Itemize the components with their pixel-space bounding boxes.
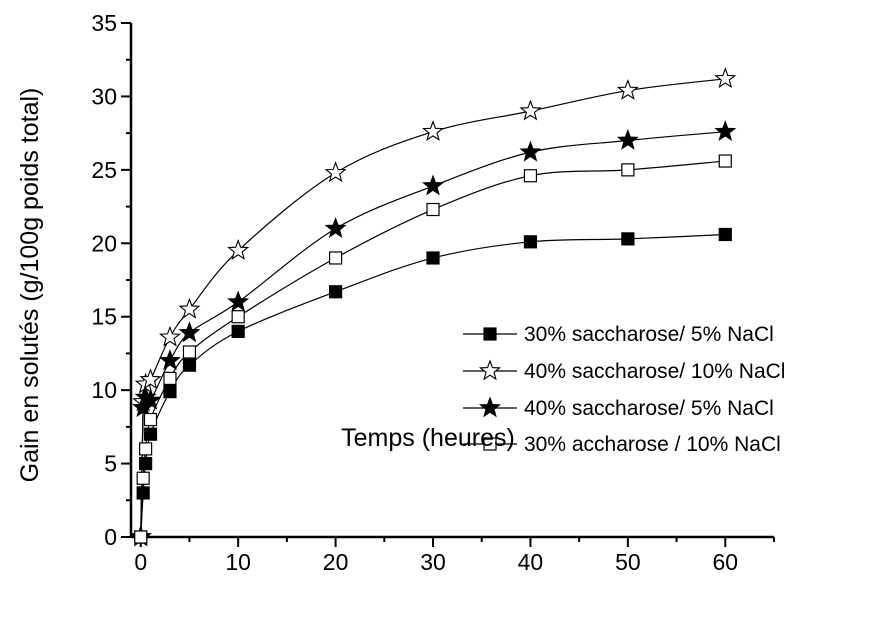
legend-marker bbox=[478, 359, 502, 381]
data-point bbox=[426, 202, 440, 217]
data-point bbox=[426, 251, 440, 265]
x-tick-label: 40 bbox=[518, 549, 544, 575]
data-point bbox=[136, 471, 150, 485]
data-point bbox=[328, 251, 343, 265]
data-point bbox=[158, 349, 181, 371]
data-point bbox=[163, 371, 177, 385]
legend-item: 40% saccharose/ 10% NaCl bbox=[463, 359, 785, 383]
data-point bbox=[178, 297, 201, 319]
data-point bbox=[519, 99, 542, 121]
x-tick-label: 30 bbox=[420, 549, 446, 575]
y-tick-label: 25 bbox=[91, 157, 117, 183]
data-point bbox=[324, 161, 347, 183]
legend-marker bbox=[483, 327, 497, 341]
data-point bbox=[231, 324, 245, 338]
legend-label: 30% saccharose/ 5% NaCl bbox=[524, 323, 774, 346]
data-point bbox=[718, 227, 732, 242]
x-tick-label: 10 bbox=[225, 549, 251, 575]
data-point bbox=[143, 412, 158, 427]
data-point bbox=[182, 345, 197, 359]
data-point bbox=[139, 388, 162, 410]
data-point bbox=[231, 310, 245, 324]
data-point bbox=[227, 290, 250, 312]
data-point bbox=[523, 169, 538, 183]
data-point bbox=[134, 530, 148, 544]
series-2 bbox=[129, 67, 737, 547]
y-axis-title: Gain en solutés (g/100g poids total) bbox=[16, 88, 44, 483]
legend-label: 40% saccharose/ 10% NaCl bbox=[524, 360, 785, 383]
data-point bbox=[714, 67, 737, 89]
legend-item: 30% saccharose/ 5% NaCl bbox=[463, 323, 774, 346]
y-tick-label: 0 bbox=[104, 524, 117, 550]
x-tick-label: 60 bbox=[712, 549, 738, 575]
y-tick-label: 5 bbox=[104, 451, 117, 477]
data-point bbox=[139, 368, 162, 390]
series-line bbox=[140, 78, 726, 538]
legend: 30% saccharose/ 5% NaCl 40% saccharose/ 1… bbox=[463, 323, 785, 456]
data-point bbox=[227, 239, 250, 260]
data-point bbox=[158, 325, 181, 347]
series-1 bbox=[134, 227, 732, 544]
axes: 0 5 10 15 20 25 30 35 0 10 20 30 40 50 60 bbox=[91, 10, 775, 575]
data-point bbox=[714, 120, 737, 142]
series-line bbox=[140, 160, 726, 538]
x-tick-label: 50 bbox=[615, 549, 641, 575]
series-4 bbox=[134, 154, 732, 544]
data-point bbox=[523, 235, 538, 249]
y-tick-label: 15 bbox=[91, 304, 117, 330]
legend-label: 40% saccharose/ 5% NaCl bbox=[524, 397, 774, 420]
data-point bbox=[182, 358, 197, 372]
data-point bbox=[422, 120, 445, 142]
data-point bbox=[139, 442, 153, 456]
series-line bbox=[140, 233, 726, 538]
data-point bbox=[178, 321, 201, 343]
x-tick-label: 0 bbox=[134, 549, 147, 575]
x-tick-label: 20 bbox=[323, 549, 349, 575]
legend-marker bbox=[478, 396, 502, 418]
x-axis-title: Temps (heures) bbox=[341, 424, 515, 452]
data-point bbox=[422, 174, 445, 196]
data-point bbox=[328, 285, 343, 299]
y-tick-label: 35 bbox=[91, 10, 117, 36]
legend-item: 40% saccharose/ 5% NaCl bbox=[463, 396, 774, 420]
series-layer bbox=[129, 67, 737, 547]
data-point bbox=[163, 385, 177, 399]
data-point bbox=[718, 154, 732, 168]
y-tick-label: 20 bbox=[91, 230, 117, 256]
data-point bbox=[621, 232, 635, 246]
data-point bbox=[621, 163, 635, 177]
y-tick-label: 30 bbox=[91, 83, 117, 109]
legend-marker bbox=[483, 437, 497, 451]
data-point bbox=[616, 128, 639, 150]
legend-item: 30% accharose / 10% NaCl bbox=[463, 433, 781, 456]
data-point bbox=[324, 217, 347, 238]
data-point bbox=[519, 140, 542, 162]
legend-label: 30% accharose / 10% NaCl bbox=[524, 433, 781, 456]
y-tick-label: 10 bbox=[91, 377, 117, 403]
data-point bbox=[616, 78, 639, 100]
